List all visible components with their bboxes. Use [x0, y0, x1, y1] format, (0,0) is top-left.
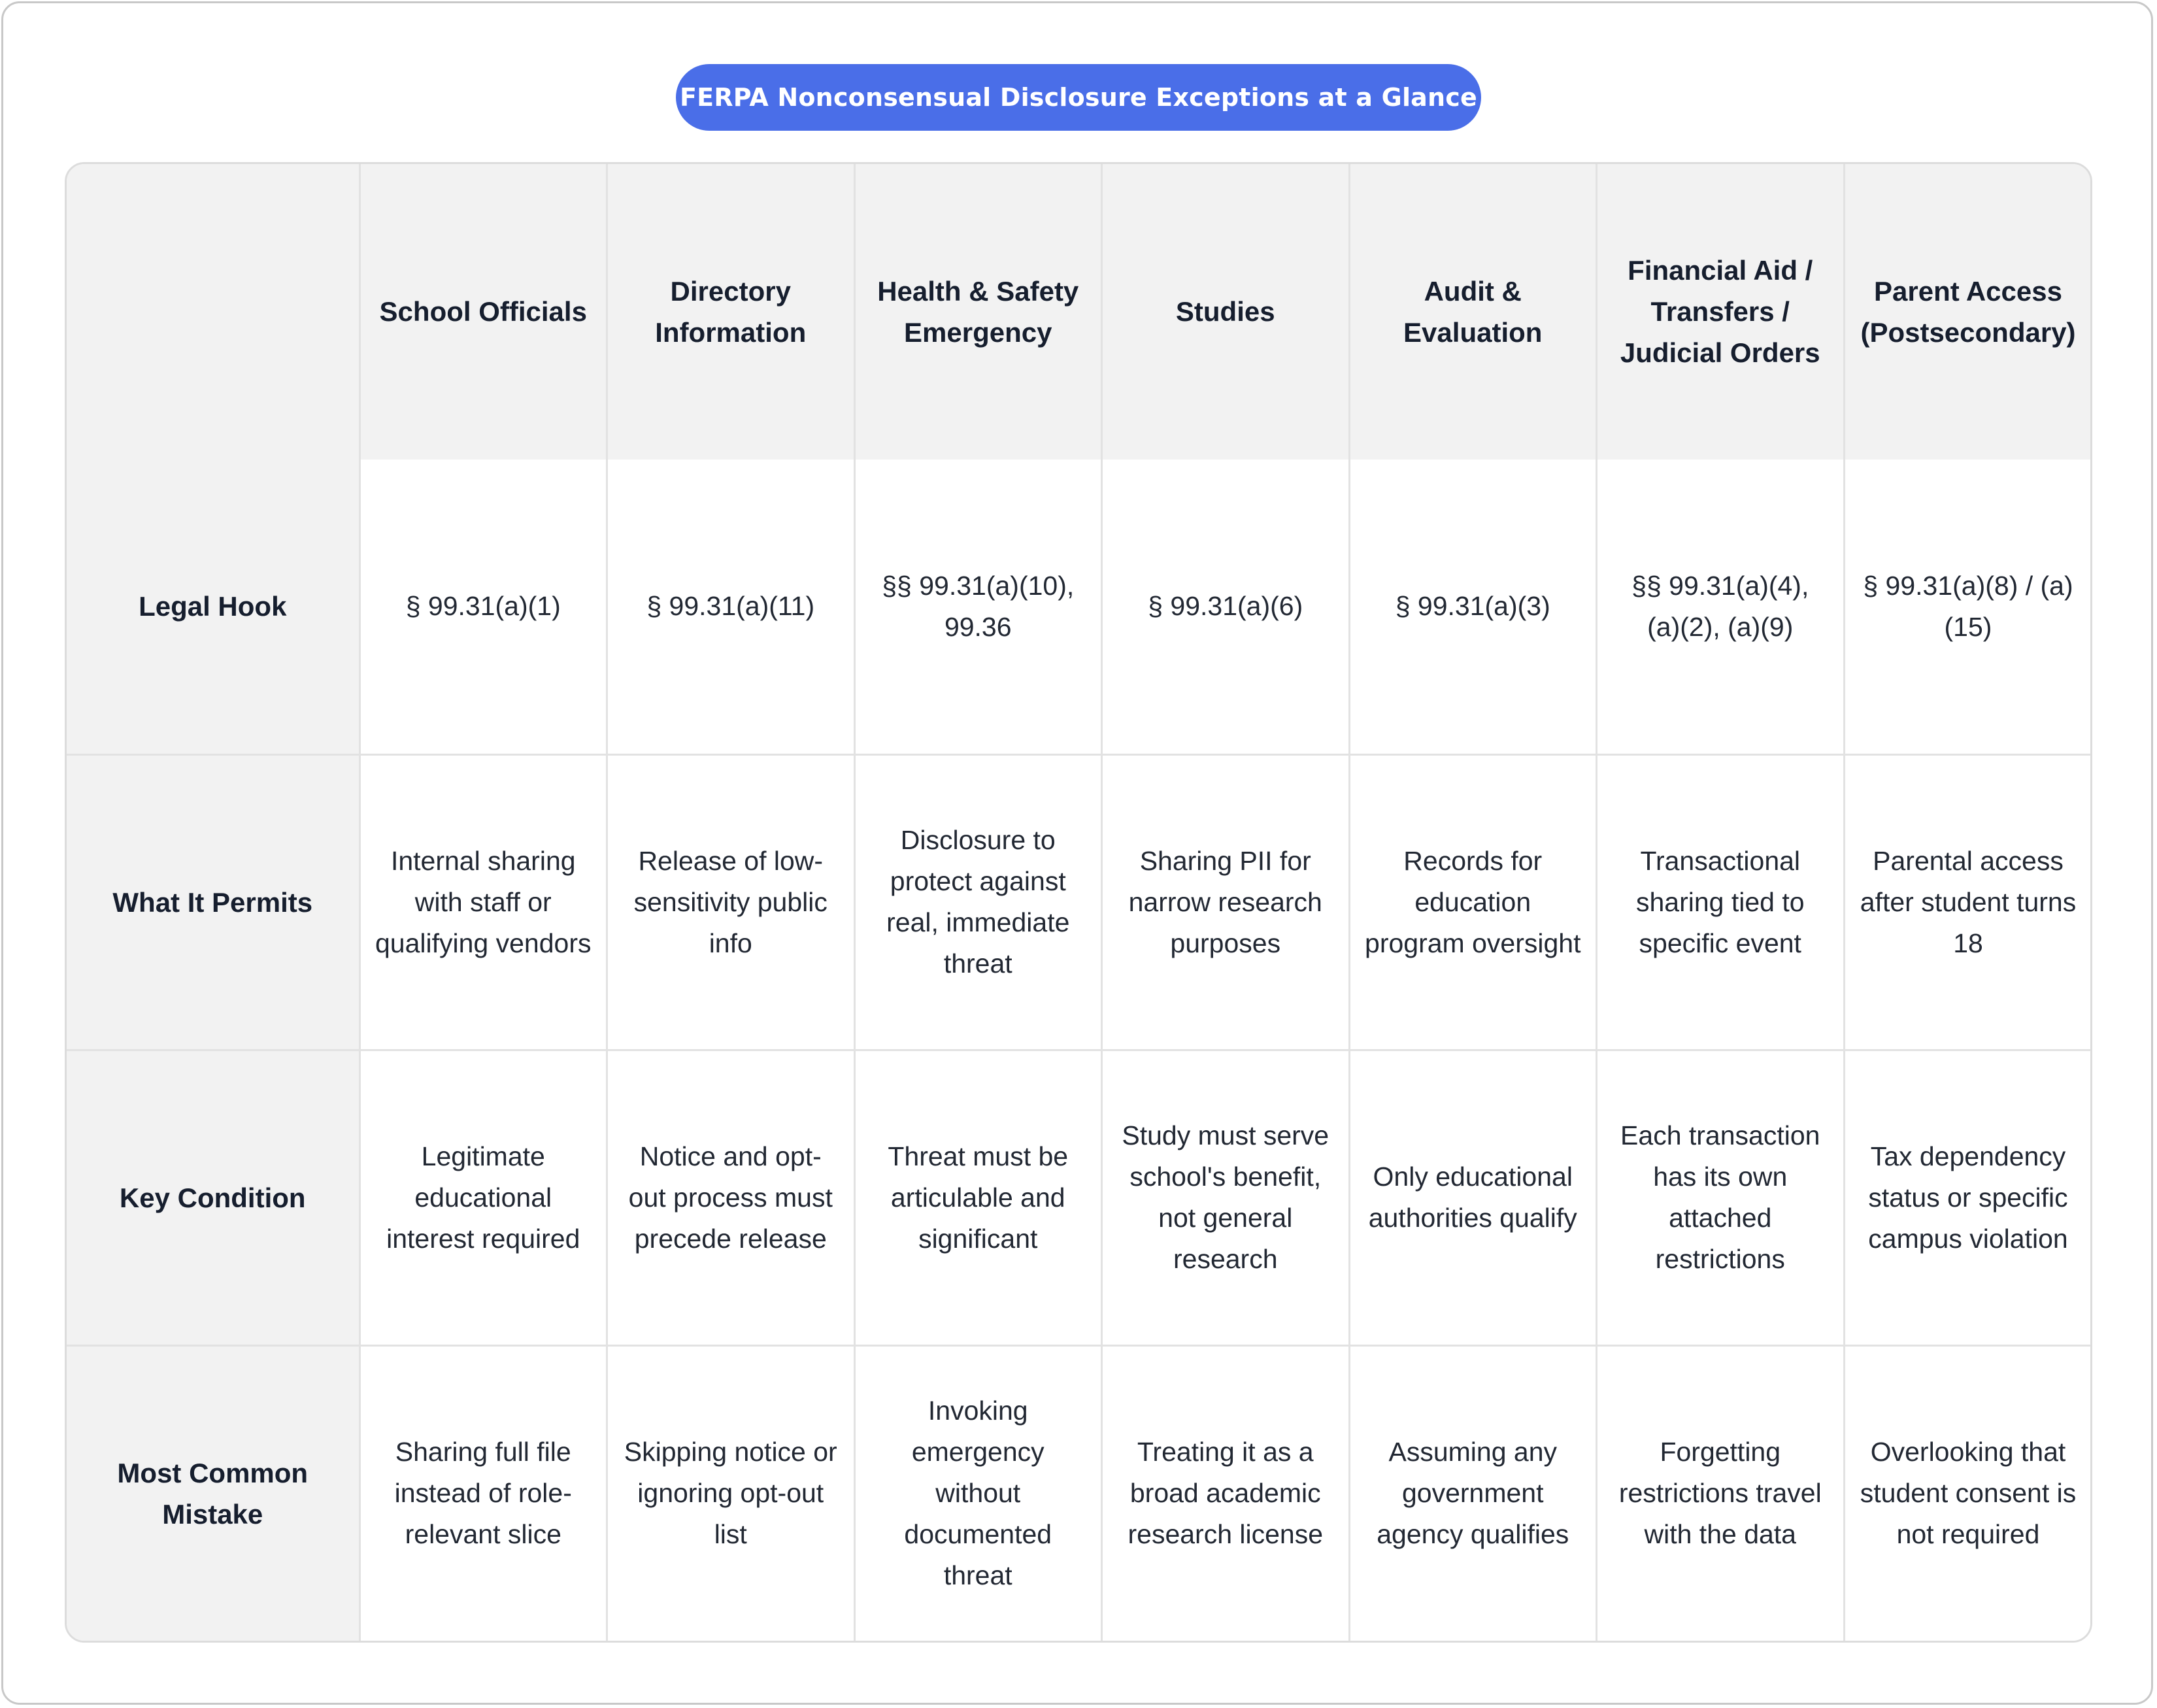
table-cell: Each transaction has its own attached re…: [1596, 1048, 1845, 1347]
column-header-health-safety-emergency: Health & Safety Emergency: [853, 164, 1103, 460]
exceptions-table: School Officials Directory Information H…: [67, 164, 2090, 1641]
table-cell: Release of low-sensitivity public info: [606, 754, 856, 1051]
column-header-school-officials: School Officials: [358, 164, 608, 460]
corner-header-cell: [67, 164, 361, 460]
table-cell: Overlooking that student consent is not …: [1843, 1344, 2090, 1641]
page-title: FERPA Nonconsensual Disclosure Exception…: [676, 64, 1481, 131]
column-header-financial-aid-transfers-judicial-orders: Financial Aid / Transfers / Judicial Ord…: [1596, 164, 1845, 460]
table-cell: Threat must be articulable and significa…: [853, 1048, 1103, 1347]
row-label-key-condition: Key Condition: [67, 1048, 361, 1347]
row-label-most-common-mistake: Most Common Mistake: [67, 1344, 361, 1641]
exceptions-table-container: School Officials Directory Information H…: [65, 162, 2092, 1643]
table-cell: Sharing full file instead of role-releva…: [358, 1344, 608, 1641]
table-cell: Only educational authorities qualify: [1348, 1048, 1597, 1347]
table-row: Most Common Mistake Sharing full file in…: [67, 1344, 2090, 1641]
table-row: What It Permits Internal sharing with st…: [67, 754, 2090, 1051]
table-cell: Disclosure to protect against real, imme…: [853, 754, 1103, 1051]
table-cell: § 99.31(a)(1): [358, 459, 608, 756]
table-cell: Treating it as a broad academic research…: [1101, 1344, 1350, 1641]
table-cell: Invoking emergency without documented th…: [853, 1344, 1103, 1641]
table-cell: Transactional sharing tied to specific e…: [1596, 754, 1845, 1051]
column-header-audit-evaluation: Audit & Evaluation: [1348, 164, 1597, 460]
column-header-parent-access: Parent Access (Postsecondary): [1843, 164, 2090, 460]
table-cell: Study must serve school's benefit, not g…: [1101, 1048, 1350, 1347]
table-cell: Notice and opt-out process must precede …: [606, 1048, 856, 1347]
row-label-legal-hook: Legal Hook: [67, 459, 361, 756]
table-cell: §§ 99.31(a)(4), (a)(2), (a)(9): [1596, 459, 1845, 756]
table-cell: Assuming any government agency qualifies: [1348, 1344, 1597, 1641]
row-label-what-it-permits: What It Permits: [67, 754, 361, 1051]
table-cell: § 99.31(a)(6): [1101, 459, 1350, 756]
column-header-studies: Studies: [1101, 164, 1350, 460]
table-cell: Tax dependency status or specific campus…: [1843, 1048, 2090, 1347]
table-cell: § 99.31(a)(8) / (a)(15): [1843, 459, 2090, 756]
table-cell: Internal sharing with staff or qualifyin…: [358, 754, 608, 1051]
table-row: Legal Hook § 99.31(a)(1) § 99.31(a)(11) …: [67, 459, 2090, 756]
column-header-directory-information: Directory Information: [606, 164, 856, 460]
table-cell: Records for education program oversight: [1348, 754, 1597, 1051]
table-row: Key Condition Legitimate educational int…: [67, 1048, 2090, 1347]
table-cell: §§ 99.31(a)(10), 99.36: [853, 459, 1103, 756]
table-cell: Sharing PII for narrow research purposes: [1101, 754, 1350, 1051]
table-cell: Skipping notice or ignoring opt-out list: [606, 1344, 856, 1641]
header-row: School Officials Directory Information H…: [67, 164, 2090, 460]
table-cell: § 99.31(a)(3): [1348, 459, 1597, 756]
table-cell: § 99.31(a)(11): [606, 459, 856, 756]
table-cell: Parental access after student turns 18: [1843, 754, 2090, 1051]
table-cell: Legitimate educational interest required: [358, 1048, 608, 1347]
table-cell: Forgetting restrictions travel with the …: [1596, 1344, 1845, 1641]
